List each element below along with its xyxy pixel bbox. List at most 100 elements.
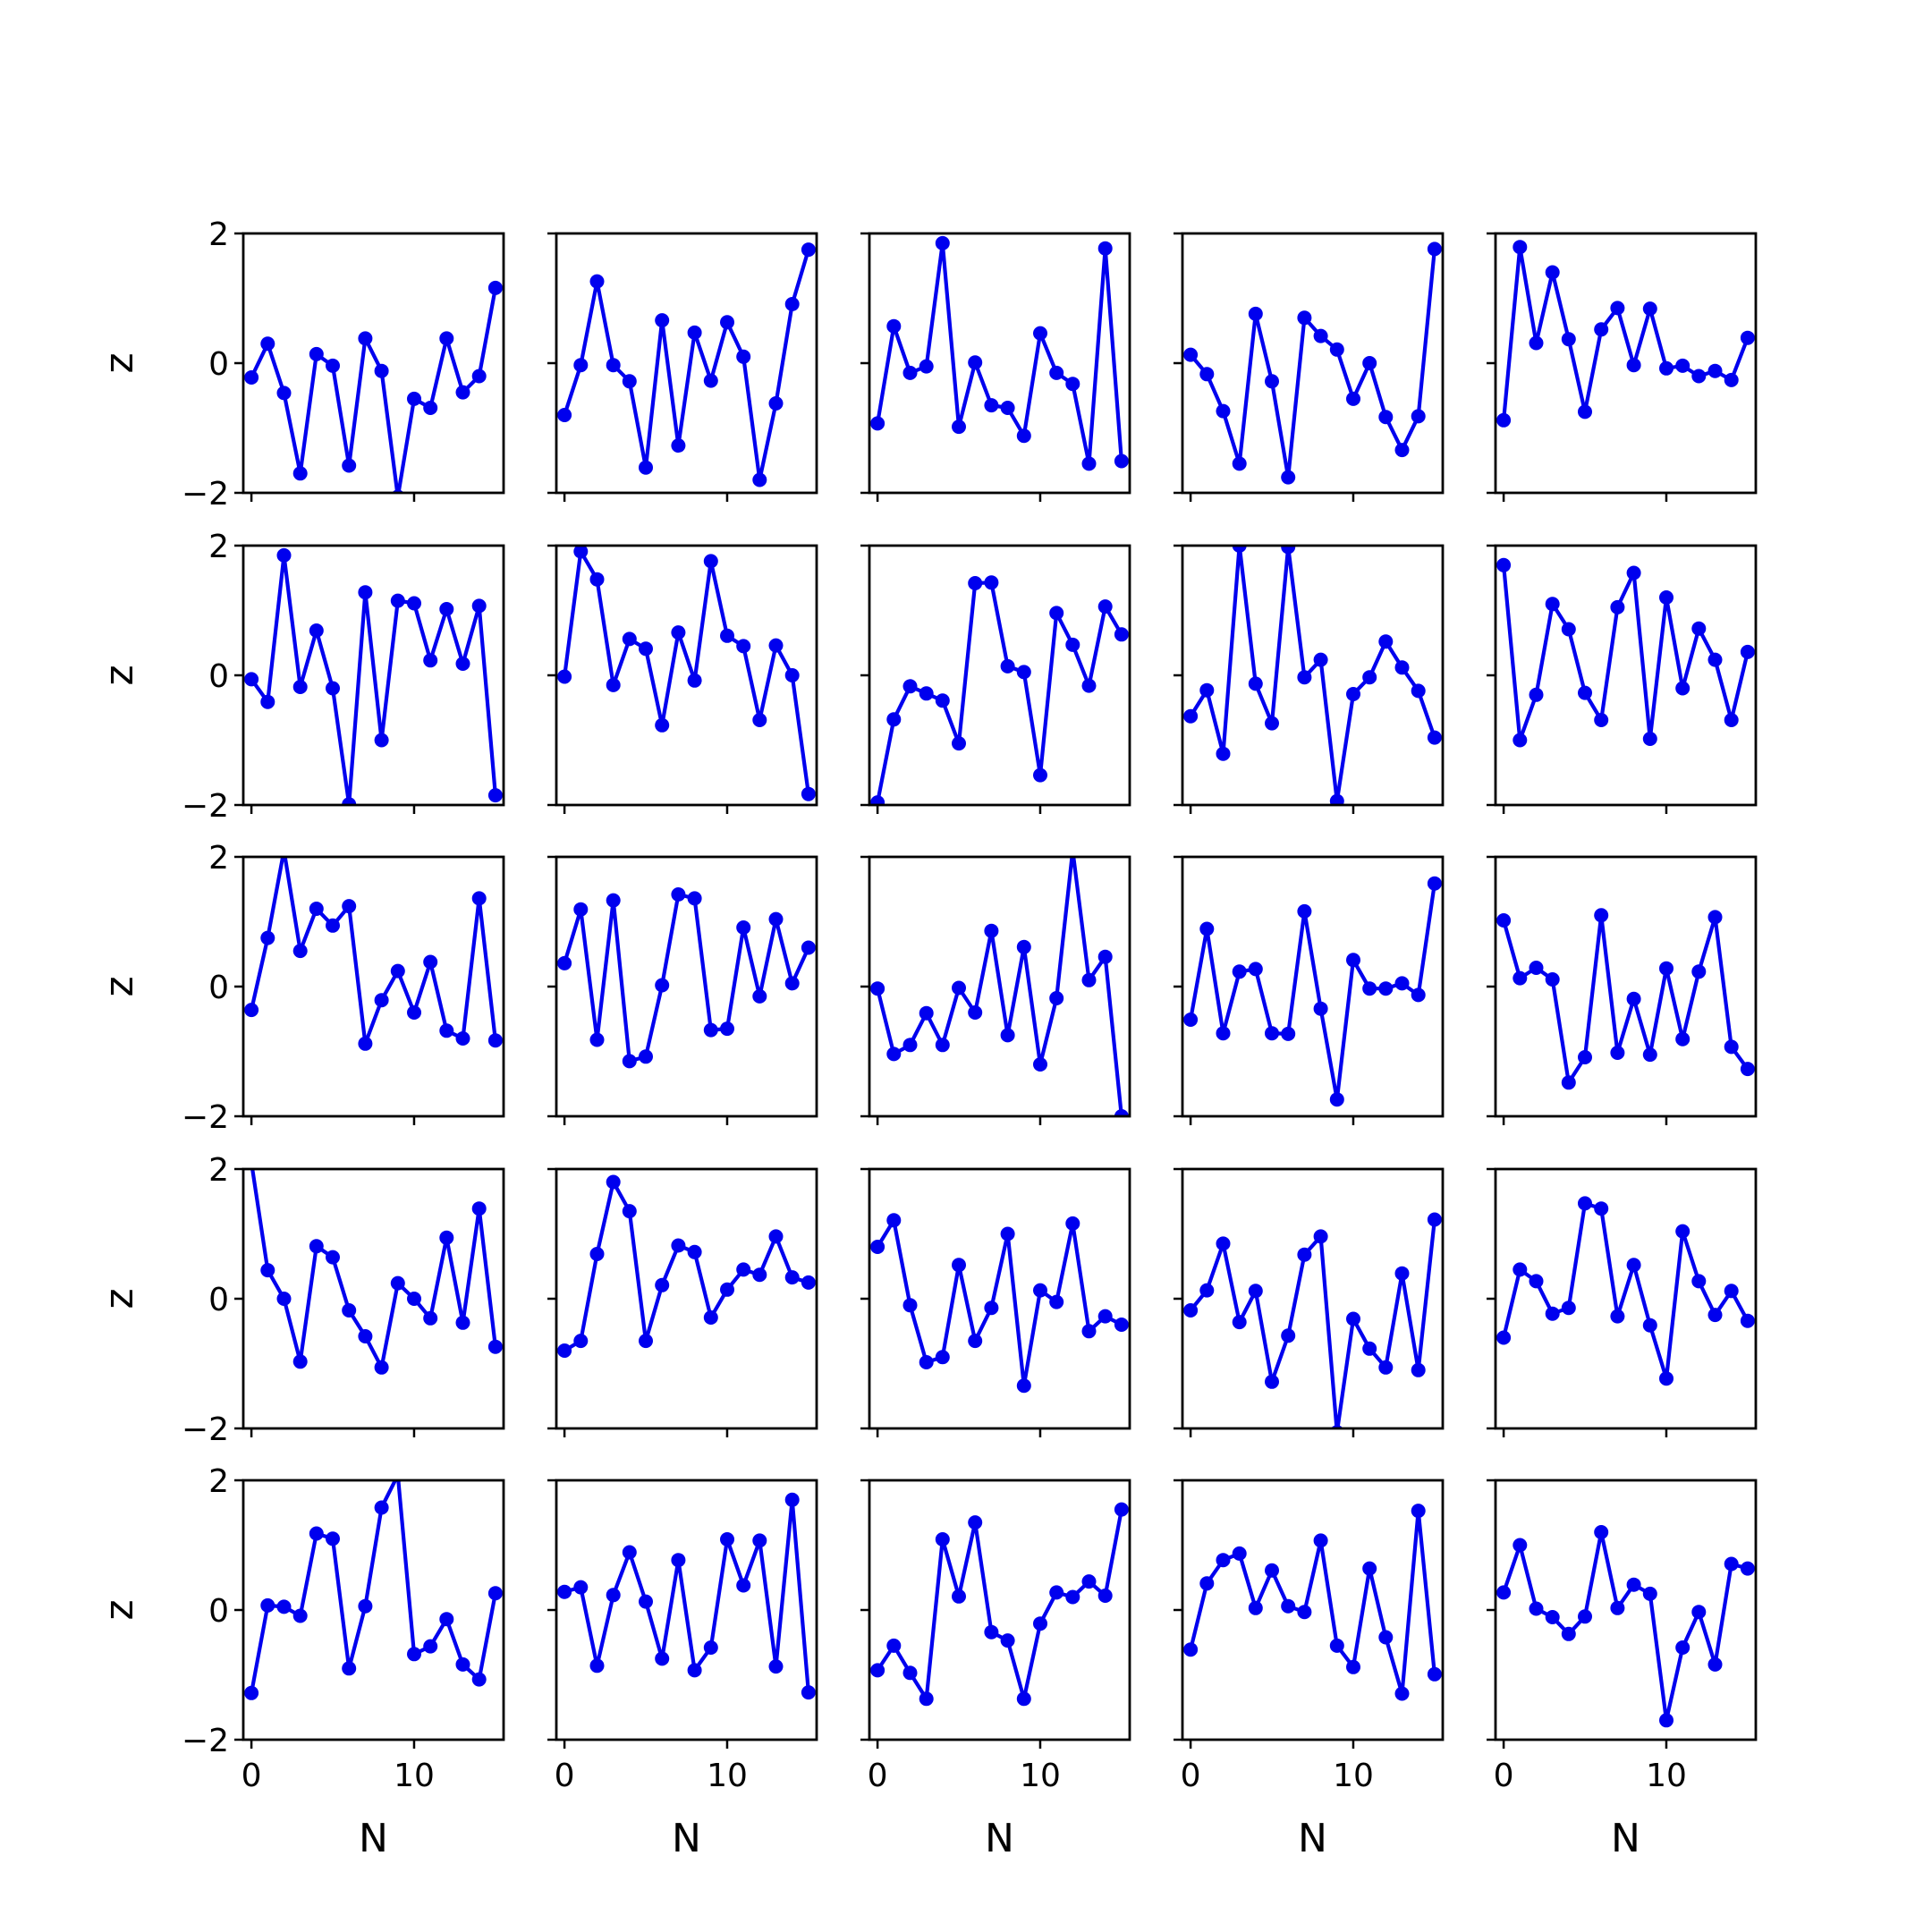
data-point — [1281, 1328, 1296, 1343]
y-tick-label: 2 — [208, 529, 229, 565]
data-point — [276, 1599, 292, 1614]
series-line — [876, 857, 1123, 1116]
subplot-r5-c5: 0 10N — [1487, 1479, 1758, 1861]
data-point — [309, 1526, 324, 1541]
data-point — [1496, 557, 1512, 572]
subplot-r4-c2 — [547, 1167, 818, 1437]
data-point — [1199, 1576, 1215, 1591]
data-point — [1097, 949, 1113, 964]
data-point — [1265, 374, 1279, 389]
series-group — [870, 1502, 1129, 1707]
data-point — [1065, 1589, 1080, 1605]
data-point — [1016, 1378, 1031, 1394]
data-point — [244, 672, 259, 687]
series-line — [1502, 245, 1750, 420]
data-point — [407, 1292, 421, 1306]
data-point — [952, 1258, 966, 1273]
data-point — [703, 1022, 718, 1038]
y-tick-label: −2 — [182, 476, 229, 513]
data-point — [1513, 240, 1528, 255]
data-point — [471, 891, 487, 906]
data-point — [423, 954, 438, 970]
data-point — [1740, 330, 1755, 345]
data-point — [309, 623, 324, 638]
data-point — [886, 1638, 902, 1653]
data-point — [1297, 670, 1312, 685]
series-group — [244, 857, 503, 1051]
data-point — [1675, 1224, 1690, 1239]
data-point — [1346, 1659, 1360, 1674]
subplot-r4-c3 — [860, 1167, 1131, 1437]
subplot-r3-c3 — [860, 855, 1131, 1125]
data-point — [736, 1262, 751, 1277]
data-point — [326, 1250, 340, 1265]
data-point — [784, 297, 800, 311]
data-point — [1724, 1284, 1739, 1299]
y-axis-label: z — [97, 1599, 142, 1620]
data-point — [1016, 428, 1031, 444]
data-point — [342, 797, 357, 805]
data-point — [1626, 1577, 1641, 1592]
data-point — [870, 981, 886, 996]
data-point — [1642, 732, 1657, 746]
data-point — [1561, 1301, 1576, 1316]
data-point — [886, 1046, 902, 1062]
x-axis-label: N — [359, 1816, 388, 1861]
data-point — [1594, 908, 1609, 923]
data-point — [687, 1244, 702, 1259]
data-point — [703, 554, 718, 569]
series-line — [1189, 1508, 1436, 1696]
data-point — [439, 1230, 454, 1245]
data-point — [968, 1334, 983, 1349]
x-tick-label: 0 — [868, 1758, 888, 1794]
subplot-r4-c5 — [1487, 1167, 1758, 1437]
data-point — [1000, 658, 1015, 674]
data-point — [244, 370, 259, 385]
subplot-r2-c5 — [1487, 544, 1758, 814]
data-point — [557, 1584, 572, 1599]
data-point — [1740, 1062, 1755, 1077]
data-point — [1016, 939, 1031, 954]
data-point — [1329, 1092, 1344, 1107]
data-point — [326, 681, 340, 696]
data-point — [1000, 1028, 1015, 1043]
data-point — [292, 1608, 308, 1623]
series-line — [1502, 913, 1750, 1085]
data-point — [439, 1023, 454, 1038]
x-axis-label: N — [672, 1816, 701, 1861]
data-point — [309, 902, 324, 916]
data-point — [784, 1270, 800, 1285]
data-point — [557, 955, 572, 970]
series-group — [1183, 1212, 1442, 1428]
data-point — [407, 391, 421, 406]
data-point — [687, 891, 702, 906]
series-line — [564, 1180, 809, 1352]
data-point — [1675, 1640, 1690, 1655]
data-point — [1265, 1563, 1279, 1578]
data-point — [1513, 1538, 1528, 1553]
series-group — [557, 1174, 816, 1358]
data-point — [1049, 365, 1064, 380]
data-point — [1691, 369, 1707, 384]
data-point — [1216, 1553, 1231, 1568]
data-point — [784, 668, 800, 682]
data-point — [292, 1354, 308, 1369]
data-point — [720, 628, 734, 643]
data-point — [1065, 377, 1080, 392]
data-point — [1362, 1341, 1377, 1356]
data-point — [1081, 456, 1097, 471]
series-line — [1502, 1201, 1750, 1381]
data-point — [573, 1580, 589, 1595]
data-point — [1033, 1616, 1047, 1631]
data-point — [720, 315, 734, 330]
y-tick-label: 2 — [208, 216, 229, 253]
data-point — [390, 1275, 405, 1291]
y-tick-label: 0 — [208, 970, 229, 1006]
subplot-r2-c2 — [547, 544, 818, 814]
data-point — [292, 466, 308, 481]
data-point — [1081, 678, 1097, 693]
data-point — [1000, 1633, 1015, 1648]
y-tick-label: 0 — [208, 346, 229, 383]
series-line — [563, 892, 810, 1063]
